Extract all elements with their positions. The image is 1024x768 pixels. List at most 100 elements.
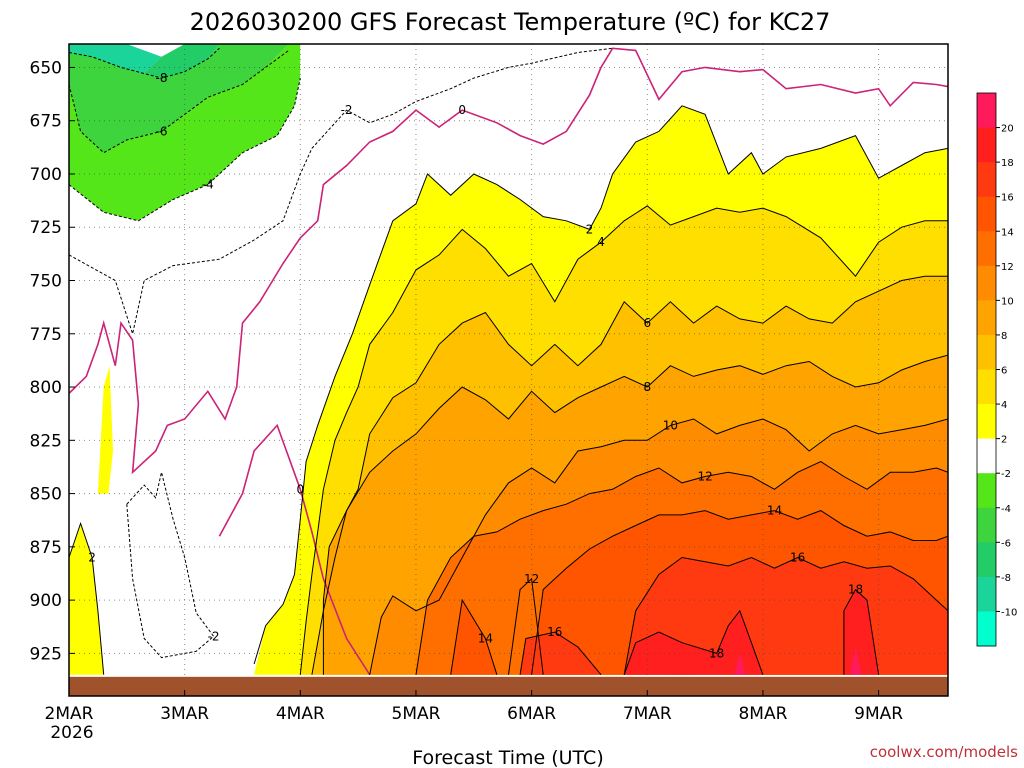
isotherm-label: -8 xyxy=(156,71,168,85)
isotherm--8 xyxy=(69,47,220,79)
isotherm-label: 14 xyxy=(767,504,782,518)
isotherm-label: 6 xyxy=(643,316,651,330)
isotherm-label: 10 xyxy=(663,418,678,432)
colorbar-legend: 20 18 16 14 12 10 8 6 4 2 -2 -4 -6 -8 -10 xyxy=(976,92,1017,647)
isotherm-label: 2 xyxy=(88,551,96,565)
temp-band-18 xyxy=(670,647,694,675)
colorbar-swatch xyxy=(977,576,996,612)
isotherm-0 xyxy=(218,423,371,676)
x-tick-label: 4MAR xyxy=(276,704,325,724)
temp-band-14 xyxy=(450,600,497,675)
isotherm--4 xyxy=(69,77,301,222)
colorbar-label: 2 xyxy=(1001,435,1007,446)
isotherm-label: 16 xyxy=(547,625,562,639)
y-tick-label: 650 xyxy=(30,58,62,78)
colorbar-swatch xyxy=(977,438,996,474)
colorbar-swatch xyxy=(977,334,996,370)
colorbar-swatch xyxy=(977,507,996,543)
chart-title: 2026030200 GFS Forecast Temperature (ºC)… xyxy=(190,8,831,36)
x-tick-label: 8MAR xyxy=(738,704,787,724)
isotherm-label: 12 xyxy=(697,470,712,484)
isotherm-label: 2 xyxy=(586,222,594,236)
x-tick-label: 9MAR xyxy=(854,704,903,724)
y-tick-label: 850 xyxy=(30,485,62,505)
temp-band--2 xyxy=(126,472,214,658)
colorbar-swatch xyxy=(977,369,996,405)
isotherm-label: -2 xyxy=(341,103,353,117)
y-tick-label: 675 xyxy=(30,112,62,132)
isotherm-18 xyxy=(843,588,880,675)
colorbar-swatch xyxy=(977,611,996,647)
x-tick-label: 7MAR xyxy=(623,704,672,724)
isotherm-10 xyxy=(369,418,948,675)
isotherm-8 xyxy=(322,354,948,675)
colorbar-label: 6 xyxy=(1001,366,1007,377)
x-tick-label: 6MAR xyxy=(507,704,556,724)
y-tick-label: 700 xyxy=(30,165,62,185)
colorbar-label: -10 xyxy=(1001,607,1017,618)
x-axis-ticks: 2MAR 3MAR 4MAR 5MAR 6MAR 7MAR 8MAR 9MAR xyxy=(45,690,903,724)
colorbar-label: 4 xyxy=(1001,400,1007,411)
x-tick-label: 5MAR xyxy=(392,704,441,724)
y-tick-label: 775 xyxy=(30,325,62,345)
temp-band-16 xyxy=(520,632,601,675)
y-tick-label: 825 xyxy=(30,431,62,451)
isotherm-12 xyxy=(415,461,948,675)
temp-band-20 xyxy=(849,647,862,675)
isotherm-label: 16 xyxy=(790,551,805,565)
grid-lines xyxy=(69,44,948,696)
colorbar-label: -2 xyxy=(1001,469,1011,480)
isotherm-14 xyxy=(531,510,948,675)
isotherm-16 xyxy=(623,556,948,675)
x-tick-label: 3MAR xyxy=(160,704,209,724)
temp-band--2 xyxy=(69,44,613,334)
isotherm--6 xyxy=(69,49,290,154)
source-credit: coolwx.com/models xyxy=(870,743,1018,761)
temp-band--6 xyxy=(69,44,289,153)
isotherm-label: -4 xyxy=(202,178,214,192)
isotherm-label: 0 xyxy=(296,482,304,496)
temp-band--4 xyxy=(69,44,301,221)
y-tick-label: 800 xyxy=(30,378,62,398)
y-tick-label: 875 xyxy=(30,538,62,558)
y-tick-label: 750 xyxy=(30,272,62,292)
colorbar-label: 16 xyxy=(1001,193,1014,204)
colorbar-swatch xyxy=(977,127,996,163)
colorbar-swatch xyxy=(977,473,996,509)
y-tick-label: 725 xyxy=(30,218,62,238)
temperature-fills xyxy=(69,44,948,675)
plot-frame xyxy=(68,43,949,697)
temp-band-2 xyxy=(69,523,104,675)
isotherm-0 xyxy=(69,47,948,475)
isotherm-label: 8 xyxy=(643,380,651,394)
isotherm-label: -6 xyxy=(156,124,168,138)
isotherm-label: 0 xyxy=(458,103,466,117)
isotherm-2 xyxy=(69,521,105,675)
isotherm-label: 18 xyxy=(709,646,724,660)
isotherm-4 xyxy=(299,205,948,675)
colorbar-label: 20 xyxy=(1001,124,1014,135)
isotherm-label: 4 xyxy=(597,235,605,249)
colorbar-label: -4 xyxy=(1001,504,1011,515)
y-axis-ticks: 650 675 700 725 750 775 800 825 850 875 900 925 xyxy=(30,58,75,664)
x-axis-label: Forecast Time (UTC) xyxy=(412,747,603,768)
isotherm-label: -2 xyxy=(208,629,220,643)
colorbar-swatch xyxy=(977,231,996,267)
colorbar-swatch xyxy=(977,300,996,336)
colorbar-swatch xyxy=(977,162,996,198)
y-tick-label: 900 xyxy=(30,591,62,611)
isotherm-2 xyxy=(253,105,948,665)
isotherm-12 xyxy=(508,577,544,675)
colorbar-swatch xyxy=(977,196,996,232)
isotherm-6 xyxy=(311,275,948,675)
temp-band-20 xyxy=(734,653,746,675)
x-axis-year: 2026 xyxy=(50,723,93,743)
ground-surface xyxy=(69,676,948,696)
colorbar-label: 14 xyxy=(1001,227,1014,238)
x-tick-label: 2MAR xyxy=(45,704,94,724)
y-tick-label: 925 xyxy=(30,644,62,664)
colorbar-label: -8 xyxy=(1001,573,1011,584)
colorbar-swatch xyxy=(977,93,996,129)
